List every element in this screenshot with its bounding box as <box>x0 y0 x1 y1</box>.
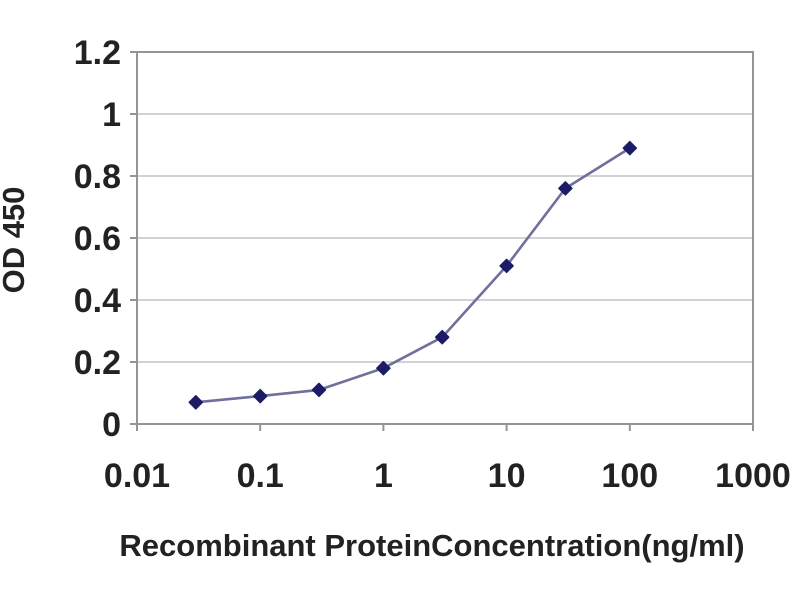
data-point-marker <box>558 181 573 196</box>
data-point-marker <box>252 388 268 404</box>
data-point-marker <box>434 329 450 345</box>
y-tick-label: 0 <box>102 406 121 444</box>
y-tick-label: 0.4 <box>74 282 121 320</box>
data-point-marker <box>311 382 327 398</box>
axis-ticks <box>130 51 754 431</box>
x-tick-label: 0.1 <box>237 457 284 495</box>
x-tick-label: 0.01 <box>104 457 170 495</box>
x-axis-title: Recombinant ProteinConcentration(ng/ml) <box>119 528 744 563</box>
y-tick-label: 0.6 <box>74 220 121 258</box>
x-tick-label: 1000 <box>715 457 791 495</box>
data-point-marker <box>499 258 514 274</box>
data-point-marker <box>622 140 638 156</box>
y-tick-label: 0.8 <box>74 158 121 196</box>
plot-border <box>136 51 754 425</box>
x-tick-label: 1 <box>374 457 393 495</box>
x-tick-label: 100 <box>601 457 658 495</box>
data-series <box>188 140 638 410</box>
data-point-marker <box>188 395 204 410</box>
y-tick-labels: 0 0.2 0.4 0.6 0.8 1 1.2 <box>74 34 121 444</box>
gridlines <box>137 51 753 425</box>
y-tick-label: 1.2 <box>74 34 121 72</box>
y-tick-label: 1 <box>102 96 121 134</box>
y-axis-title: OD 450 <box>0 187 31 294</box>
x-tick-label: 10 <box>488 457 526 495</box>
data-point-marker <box>376 360 391 376</box>
x-tick-labels: 0.01 0.1 1 10 100 1000 <box>104 457 791 495</box>
y-tick-label: 0.2 <box>74 344 121 382</box>
series-line <box>195 146 631 404</box>
